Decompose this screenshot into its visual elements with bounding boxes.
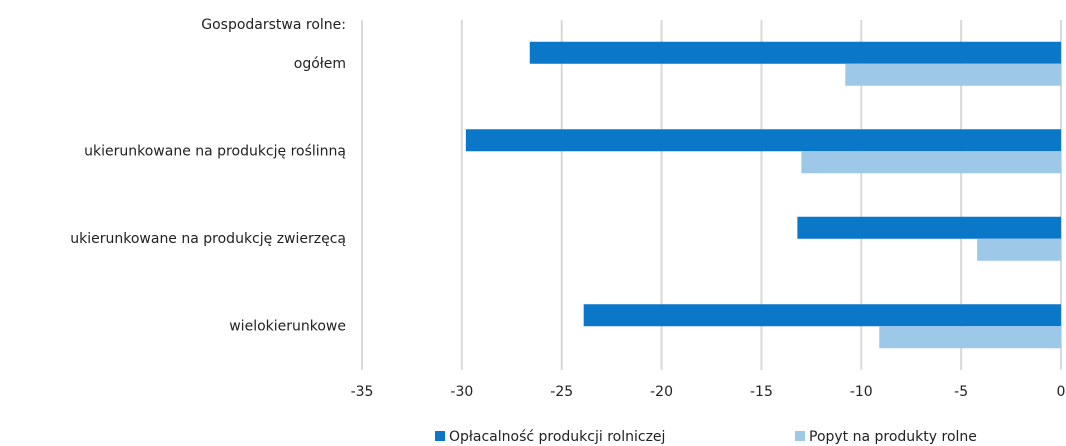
bar bbox=[529, 41, 1061, 64]
x-tick-label: -25 bbox=[550, 384, 573, 400]
x-tick-label: -10 bbox=[850, 384, 873, 400]
x-tick-label: -15 bbox=[750, 384, 773, 400]
y-tick-label: ogółem bbox=[294, 56, 346, 72]
x-tick-label: -5 bbox=[954, 384, 968, 400]
bar bbox=[801, 151, 1061, 174]
x-tick-label: -20 bbox=[650, 384, 673, 400]
bar bbox=[845, 63, 1061, 86]
y-tick-label: ukierunkowane na produkcję roślinną bbox=[84, 143, 346, 159]
legend-label: Popyt na produkty rolne bbox=[809, 429, 977, 445]
legend-label: Opłacalność produkcji rolniczej bbox=[449, 429, 665, 445]
x-tick-label: -35 bbox=[351, 384, 374, 400]
bar bbox=[797, 216, 1061, 239]
axis-header: Gospodarstwa rolne: bbox=[201, 17, 346, 33]
legend-swatch bbox=[795, 431, 805, 441]
bar bbox=[583, 304, 1061, 327]
bar bbox=[977, 238, 1061, 261]
y-tick-label: wielokierunkowe bbox=[229, 318, 346, 334]
legend-swatch bbox=[435, 431, 445, 441]
x-tick-label: 0 bbox=[1057, 384, 1066, 400]
x-tick-label: -30 bbox=[450, 384, 473, 400]
y-tick-label: ukierunkowane na produkcję zwierzęcą bbox=[70, 231, 346, 247]
bar bbox=[879, 326, 1061, 349]
bar bbox=[465, 129, 1061, 152]
